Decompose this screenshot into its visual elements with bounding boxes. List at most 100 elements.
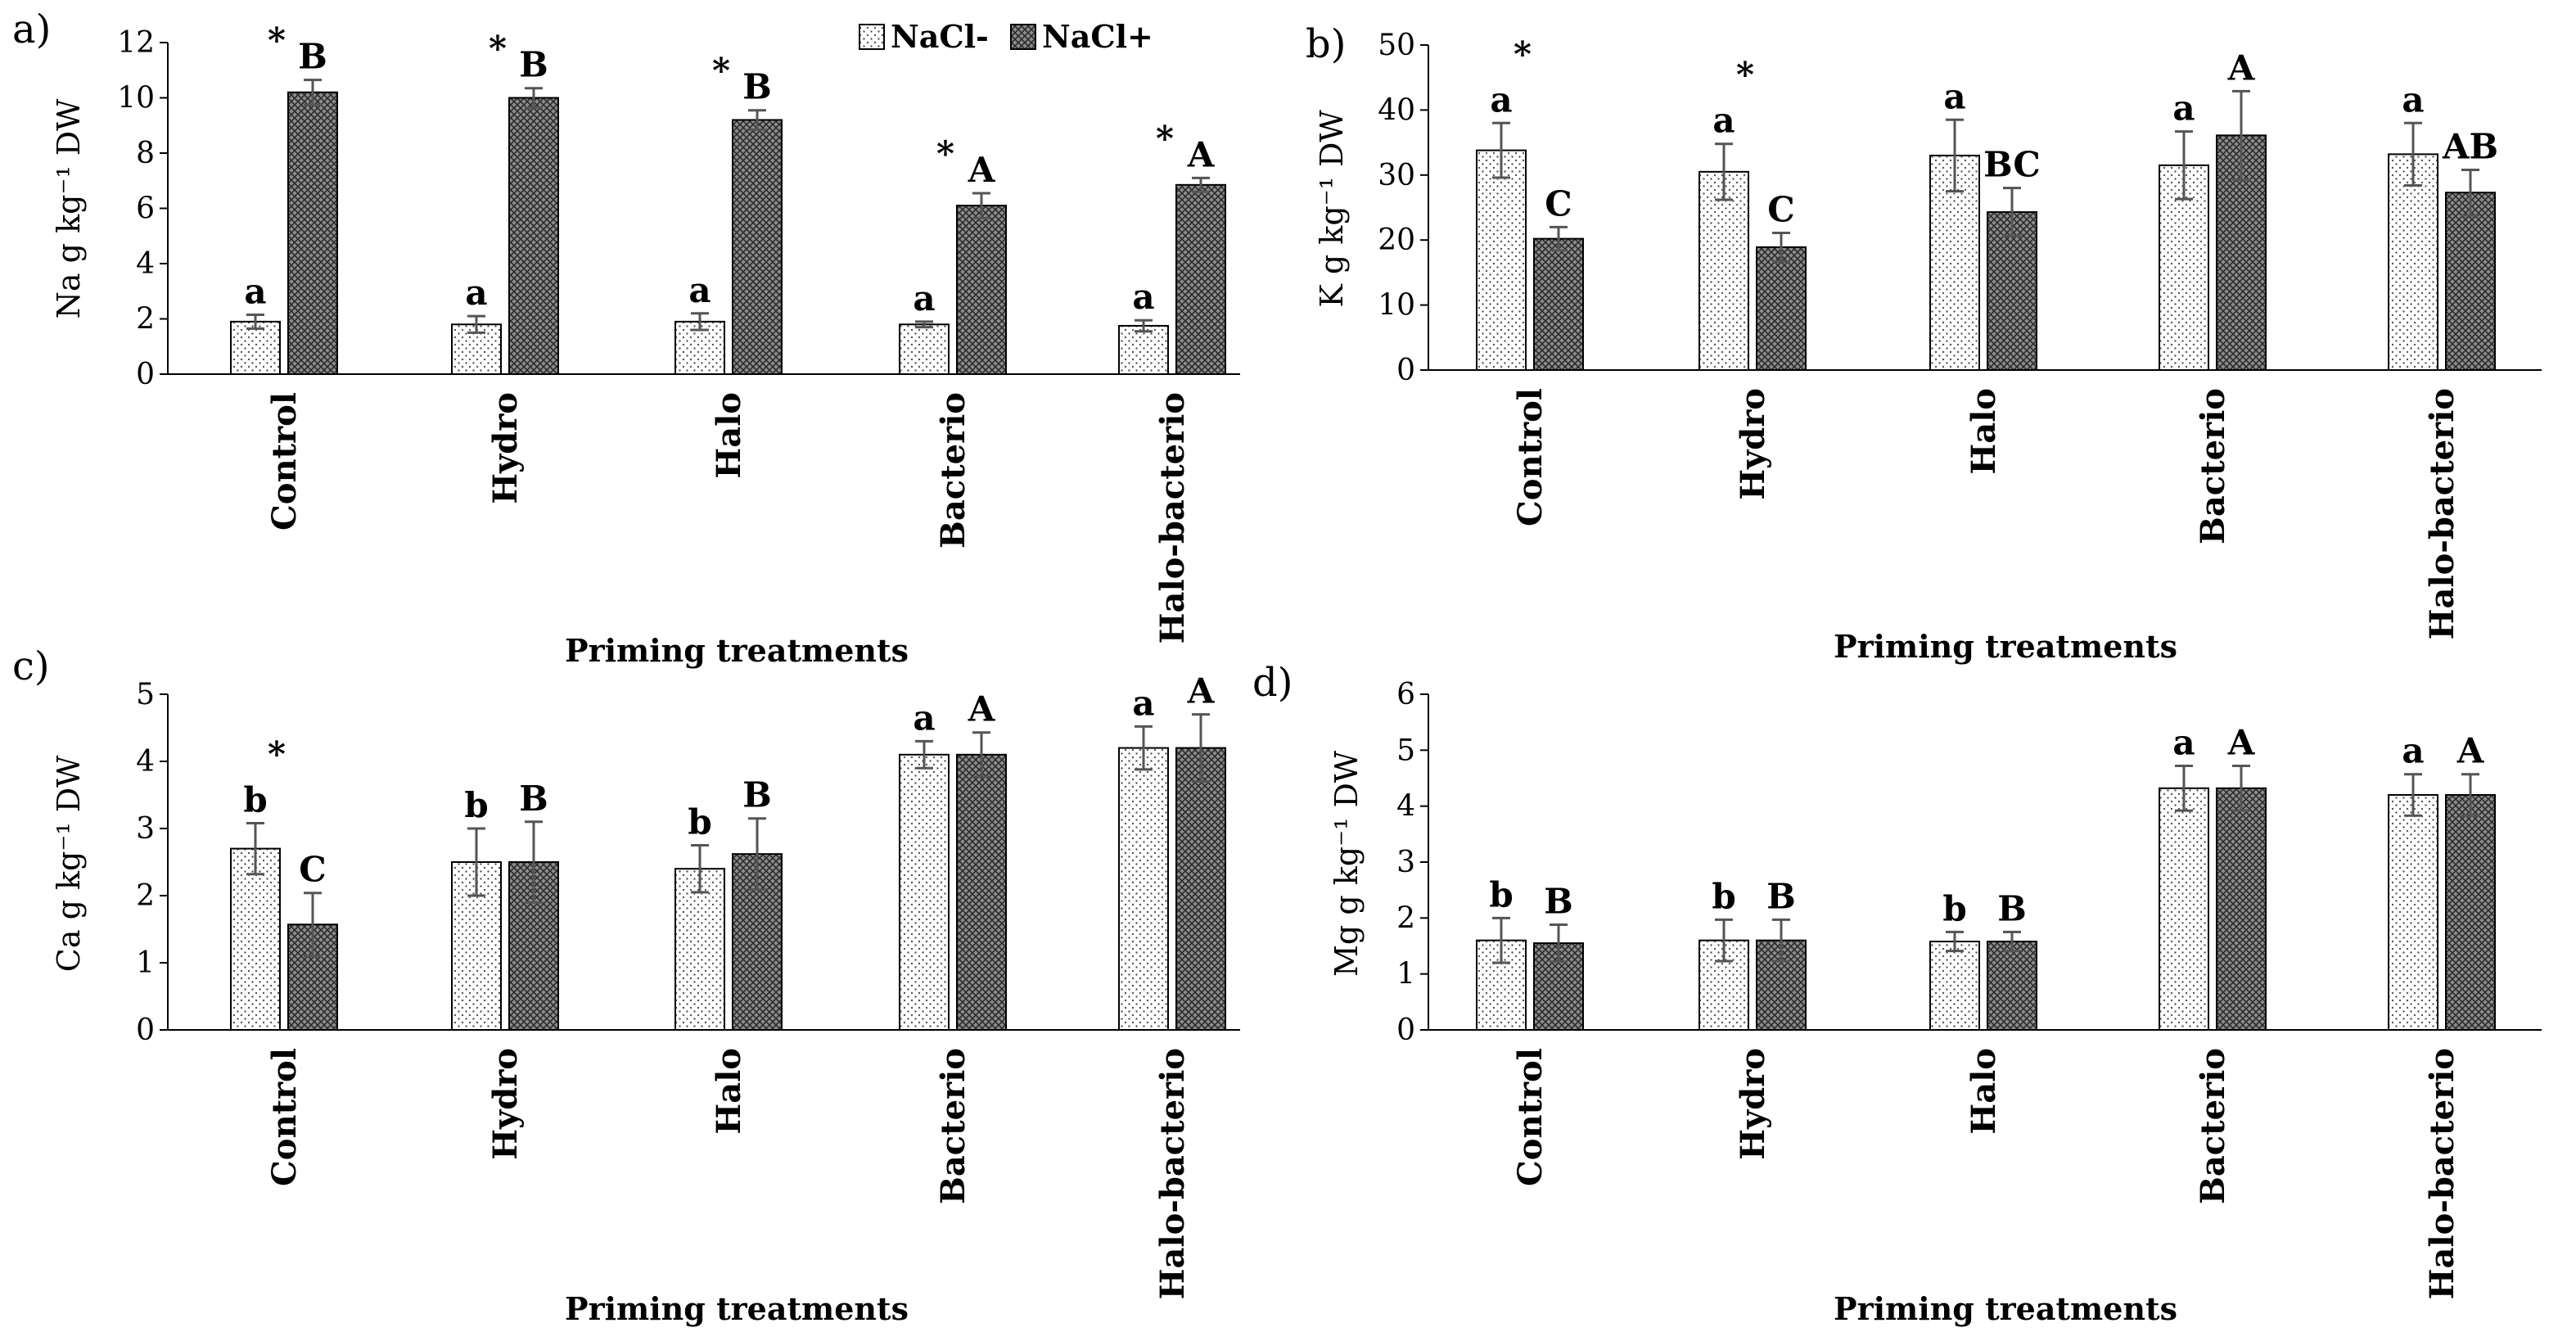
significance-letter: A — [968, 150, 996, 190]
bar-nacl-plus — [509, 98, 558, 375]
legend-label-nacl-plus: NaCl+ — [1042, 18, 1153, 55]
y-tick-label: 6 — [136, 192, 155, 226]
significance-letter: B — [742, 67, 772, 107]
significance-letter: a — [2172, 88, 2195, 129]
x-category-label: Bacterio — [934, 1048, 972, 1204]
x-category-label: Halo-bacterio — [2423, 388, 2461, 639]
significance-letter: B — [1997, 888, 2027, 928]
significance-letter: a — [913, 698, 935, 738]
significance-letter: C — [299, 850, 326, 890]
y-tick-label: 5 — [1396, 734, 1415, 767]
bar-nacl-plus — [733, 120, 782, 375]
y-tick-label: 40 — [1378, 93, 1415, 127]
bar-nacl-minus — [900, 755, 949, 1030]
chart-panel-b: 01020304050aC*ControlaC*HydroaBCHaloaABa… — [1306, 21, 2542, 665]
bar-nacl-minus — [1119, 748, 1168, 1030]
y-tick-label: 3 — [136, 812, 155, 846]
significance-letter: b — [1942, 888, 1966, 928]
panel-letter: a) — [12, 7, 51, 52]
bar-nacl-plus — [2217, 788, 2266, 1030]
y-tick-label: 4 — [136, 745, 155, 779]
bar-nacl-minus — [1477, 151, 1526, 370]
legend-label-nacl-minus: NaCl- — [891, 18, 989, 55]
significance-letter: B — [519, 45, 548, 85]
y-tick-label: 10 — [1378, 289, 1415, 323]
significance-star: * — [712, 51, 730, 91]
x-category-label: Hydro — [1734, 1048, 1772, 1160]
bar-nacl-plus — [1176, 185, 1225, 374]
significance-letter: a — [1712, 101, 1735, 141]
significance-star: * — [936, 133, 954, 174]
y-tick-label: 8 — [136, 137, 155, 170]
significance-letter: A — [968, 689, 996, 729]
significance-star: * — [1514, 34, 1532, 74]
y-tick-label: 2 — [136, 303, 155, 336]
y-tick-label: 0 — [1396, 1014, 1415, 1047]
significance-letter: B — [1544, 882, 1573, 922]
bar-nacl-minus — [231, 849, 280, 1030]
x-category-label: Halo — [710, 392, 748, 479]
legend: NaCl- NaCl+ — [859, 18, 1153, 55]
y-axis-title: Ca g kg⁻¹ DW — [51, 756, 87, 972]
significance-letter: A — [2456, 731, 2485, 771]
significance-letter: a — [913, 278, 935, 318]
significance-letter: A — [2227, 722, 2256, 762]
significance-letter: C — [1767, 189, 1794, 229]
bar-nacl-plus — [1987, 941, 2037, 1030]
significance-letter: b — [464, 785, 488, 825]
significance-letter: a — [244, 271, 266, 311]
significance-letter: a — [2402, 731, 2424, 771]
chart-panel-a: 024681012aB*ControlaB*HydroaB*HaloaA*Bac… — [12, 7, 1240, 669]
significance-letter: a — [688, 270, 711, 310]
x-category-label: Halo — [710, 1048, 748, 1135]
x-axis-title: Priming treatments — [565, 1290, 909, 1327]
significance-letter: a — [1132, 683, 1154, 723]
significance-letter: b — [688, 802, 711, 842]
y-axis-title: Na g kg⁻¹ DW — [51, 99, 87, 319]
y-axis-title: Mg g kg⁻¹ DW — [1329, 751, 1365, 977]
significance-star: * — [1156, 118, 1174, 158]
x-category-label: Halo-bacterio — [2423, 1048, 2461, 1299]
panel-letter: b) — [1306, 21, 1346, 67]
significance-letter: A — [1187, 134, 1216, 174]
bar-nacl-plus — [1534, 239, 1583, 370]
x-axis-title: Priming treatments — [1834, 1290, 2177, 1327]
x-category-label: Bacterio — [2194, 388, 2232, 544]
significance-letter: BC — [1983, 145, 2041, 185]
significance-letter: B — [298, 37, 327, 77]
legend-swatch-nacl-minus — [859, 25, 884, 49]
y-tick-label: 4 — [136, 247, 155, 281]
bar-nacl-plus — [2446, 192, 2495, 370]
bar-nacl-minus — [900, 324, 949, 374]
significance-letter: A — [1187, 671, 1216, 711]
y-tick-label: 30 — [1378, 159, 1415, 192]
panel-letter: c) — [12, 643, 50, 689]
y-tick-label: 2 — [136, 879, 155, 913]
bar-nacl-minus — [2389, 795, 2438, 1030]
significance-letter: C — [1545, 183, 1572, 224]
significance-letter: a — [1132, 277, 1154, 317]
y-tick-label: 50 — [1378, 29, 1415, 62]
significance-letter: a — [2172, 722, 2195, 762]
x-category-label: Control — [265, 1048, 304, 1186]
x-category-label: Halo-bacterio — [1153, 1048, 1192, 1299]
bar-nacl-minus — [1930, 941, 1979, 1030]
significance-star: * — [268, 20, 286, 61]
legend-swatch-nacl-plus — [1011, 25, 1035, 49]
significance-letter: B — [1766, 876, 1796, 916]
x-category-label: Bacterio — [934, 392, 972, 549]
y-tick-label: 20 — [1378, 224, 1415, 257]
y-axis-title: K g kg⁻¹ DW — [1314, 110, 1350, 307]
x-category-label: Halo — [1965, 388, 2003, 475]
y-tick-label: 3 — [1396, 846, 1415, 879]
y-tick-label: 10 — [117, 82, 155, 115]
x-category-label: Hydro — [486, 1048, 525, 1160]
bar-nacl-plus — [288, 93, 337, 374]
significance-star: * — [489, 29, 507, 69]
significance-star: * — [1736, 55, 1754, 95]
bar-nacl-plus — [1757, 247, 1806, 370]
y-tick-label: 0 — [136, 1014, 155, 1047]
x-category-label: Hydro — [1734, 388, 1772, 500]
significance-letter: a — [1490, 79, 1512, 120]
